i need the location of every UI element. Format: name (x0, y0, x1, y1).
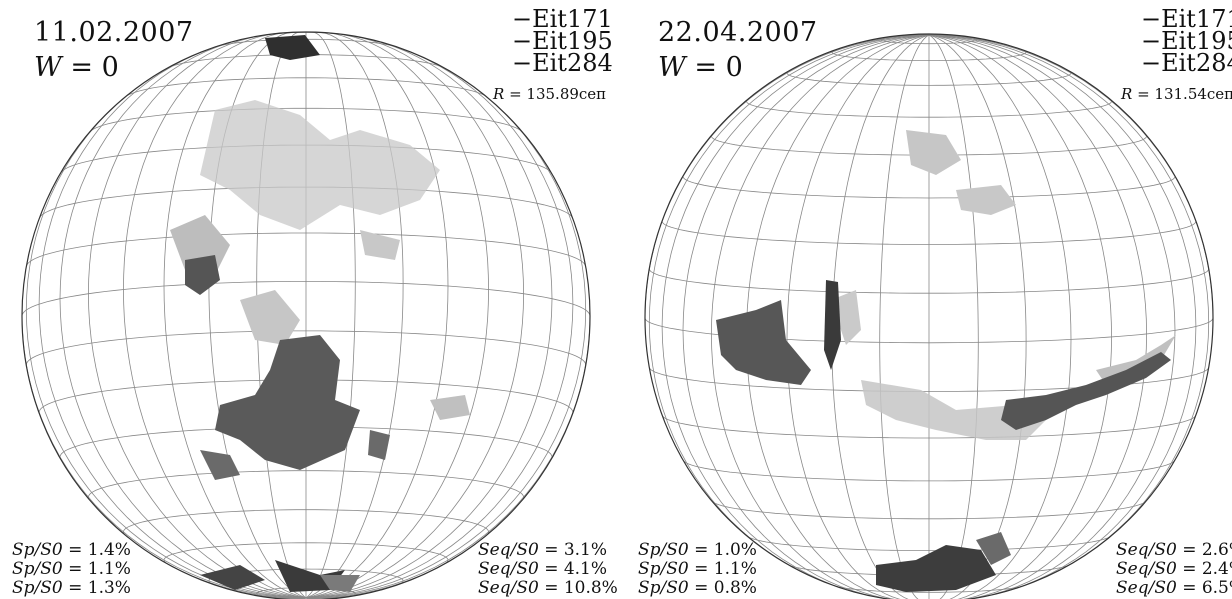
region-light (1096, 335, 1176, 385)
legend-item-eit284: −Eit284 (1141, 49, 1232, 77)
grid-line (38, 48, 307, 599)
grid-line (305, 48, 574, 599)
stat-row: Seq/S0 = 6.5% (1116, 578, 1232, 598)
grid-line (928, 34, 1072, 599)
coronal-regions (170, 35, 470, 592)
grid-line (661, 34, 930, 594)
grid-line (682, 34, 930, 598)
legend: −Eit171 −Eit195 −Eit284 (1141, 5, 1232, 77)
stat-row: Sp/S0 = 0.8% (638, 578, 757, 598)
w-value-label: W = 0 (34, 52, 119, 83)
region-dark (1001, 352, 1171, 430)
grid-line (305, 38, 553, 599)
region-dark (976, 532, 1011, 565)
grid-line (208, 32, 307, 599)
coronal-regions (716, 130, 1176, 592)
legend-item-eit284: −Eit284 (512, 49, 613, 77)
radius-label: R = 131.54сеп (1121, 85, 1232, 103)
sphere-grid (21, 31, 591, 599)
region-dark (320, 575, 360, 592)
grid-line (928, 34, 1027, 599)
grid-line (305, 597, 314, 599)
grid-line (648, 34, 930, 573)
region-dark (215, 335, 360, 470)
region-light (956, 185, 1016, 215)
stats-right: Seq/S0 = 2.6% Seq/S0 = 2.4% Seq/S0 = 6.5… (1116, 541, 1232, 598)
region-dark (716, 300, 811, 385)
disk-outline (644, 33, 1214, 599)
region-light (240, 290, 300, 345)
region-light (861, 380, 1046, 440)
region-light (360, 230, 400, 260)
grid-line (163, 32, 307, 599)
radius-label: R = 135.89сеп (493, 85, 607, 103)
grid-line (928, 34, 1113, 599)
legend: −Eit171 −Eit195 −Eit284 (512, 5, 613, 77)
date-label: 11.02.2007 (34, 17, 194, 48)
region-light (200, 100, 440, 230)
grid-line (305, 34, 490, 599)
grid-line (305, 31, 356, 599)
region-darkest (876, 545, 996, 592)
grid-line (305, 597, 310, 599)
grid-line (928, 34, 1176, 598)
grid-line (305, 84, 587, 599)
legend-item-eit171: −Eit171 (512, 5, 613, 33)
grid-line (928, 34, 1210, 573)
stat-row: Sp/S0 = 1.3% (12, 578, 131, 598)
grid-line (25, 84, 307, 599)
stat-row: Sp/S0 = 1.1% (12, 559, 131, 579)
grid-line (305, 32, 404, 599)
region-dark (368, 430, 390, 460)
grid-line (87, 35, 307, 599)
region-dark (200, 450, 240, 480)
date-label: 22.04.2007 (658, 17, 818, 48)
stats-left: Sp/S0 = 1.4% Sp/S0 = 1.1% Sp/S0 = 1.3% (12, 541, 131, 598)
region-darkest (265, 35, 320, 60)
stat-row: Seq/S0 = 4.1% (478, 559, 608, 579)
stat-row: Seq/S0 = 10.8% (478, 578, 618, 598)
solar-disk-map (21, 31, 591, 599)
grid-line (122, 34, 307, 599)
region-darkest (200, 565, 265, 590)
grid-line (786, 34, 930, 599)
w-value-label: W = 0 (658, 52, 743, 83)
stat-row: Seq/S0 = 2.6% (1116, 540, 1232, 560)
legend-item-eit195: −Eit195 (512, 27, 613, 55)
region-light (430, 395, 470, 420)
grid-line (305, 32, 449, 599)
legend-item-eit195: −Eit195 (1141, 27, 1232, 55)
region-dark (185, 255, 220, 295)
disk-outline (21, 31, 591, 599)
grid-line (710, 34, 930, 599)
region-light (906, 130, 961, 175)
grid-line (928, 34, 1148, 599)
grid-line (305, 35, 525, 599)
panel-right: 22.04.2007 W = 0 −Eit171 −Eit195 −Eit284… (616, 0, 1232, 599)
region-darkest (824, 280, 841, 370)
stat-row: Sp/S0 = 1.0% (638, 540, 757, 560)
stat-row: Sp/S0 = 1.4% (12, 540, 131, 560)
legend-item-eit171: −Eit171 (1141, 5, 1232, 33)
panel-left: 11.02.2007 W = 0 −Eit171 −Eit195 −Eit284… (12, 5, 618, 599)
stats-right: Seq/S0 = 3.1% Seq/S0 = 4.1% Seq/S0 = 10.… (478, 541, 618, 598)
stat-row: Seq/S0 = 2.4% (1116, 559, 1232, 579)
stat-row: Sp/S0 = 1.1% (638, 559, 757, 579)
solar-disk-map (644, 33, 1214, 599)
grid-line (928, 34, 1197, 594)
grid-line (879, 34, 930, 599)
stat-row: Seq/S0 = 3.1% (478, 540, 608, 560)
grid-line (928, 34, 979, 599)
grid-line (59, 38, 307, 599)
stats-left: Sp/S0 = 1.0% Sp/S0 = 1.1% Sp/S0 = 0.8% (638, 541, 757, 598)
